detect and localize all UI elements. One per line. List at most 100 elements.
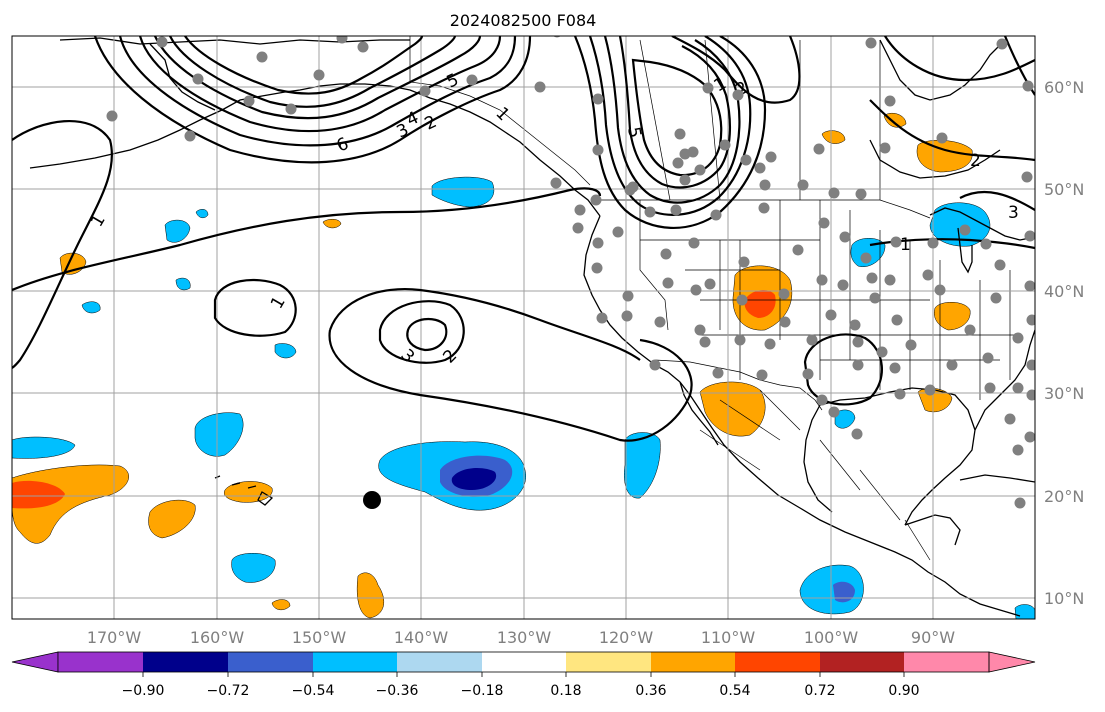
negative-anomaly-region	[1014, 604, 1035, 619]
observation-dot	[891, 314, 903, 326]
observation-dot	[719, 139, 731, 151]
positive-anomaly-region	[224, 481, 273, 503]
observation-dot	[679, 174, 691, 186]
observation-dot	[984, 382, 996, 394]
colorbar-segment	[313, 652, 397, 672]
colorbar: −0.90 −0.72 −0.54 −0.36 −0.18 0.18 0.36 …	[11, 651, 1036, 699]
mexico-gulf-coast	[803, 404, 833, 513]
observation-dot	[964, 324, 976, 336]
observation-dot	[980, 238, 992, 250]
lon-label-170w: 170°W	[87, 628, 142, 647]
lat-label-30n: 30°N	[1044, 384, 1084, 403]
observation-dot	[1021, 171, 1033, 183]
observation-dot	[1024, 431, 1035, 443]
observation-dot	[591, 262, 603, 274]
observation-dot	[243, 95, 255, 107]
observation-dots	[106, 36, 1035, 509]
observation-dot	[702, 82, 714, 94]
observation-dot	[778, 288, 790, 300]
lon-label-100w: 100°W	[804, 628, 859, 647]
observation-dot	[699, 336, 711, 348]
positive-anomaly-region	[699, 381, 766, 437]
observation-dot	[649, 359, 661, 371]
observation-dot	[710, 209, 722, 221]
observation-dot	[876, 346, 888, 358]
negative-anomaly-region	[231, 553, 276, 583]
contour-line	[138, 36, 502, 133]
negative-anomaly-region	[12, 436, 76, 459]
lon-label-90w: 90°W	[911, 628, 955, 647]
contour-line	[618, 36, 732, 189]
observation-dot	[592, 237, 604, 249]
observation-dot	[816, 274, 828, 286]
contour-line	[169, 36, 457, 108]
negative-anomaly-region	[850, 238, 886, 268]
observation-dot	[828, 187, 840, 199]
observation-dot	[670, 204, 682, 216]
observation-dot	[660, 248, 672, 260]
negative-anomaly-region	[81, 301, 101, 314]
observation-dot	[818, 217, 830, 229]
observation-dot	[994, 259, 1006, 271]
yucatan-coastline	[904, 514, 961, 546]
colorbar-tick-label: −0.18	[461, 683, 504, 699]
observation-dot	[890, 236, 902, 248]
contour-line	[803, 333, 884, 406]
lon-label-110w: 110°W	[701, 628, 756, 647]
map-frame	[11, 35, 1036, 620]
negative-anomaly-region	[799, 564, 864, 615]
mexico-state-borders	[699, 389, 931, 561]
observation-dot	[1022, 80, 1034, 92]
colorbar-tick-label: −0.36	[376, 683, 419, 699]
observation-dot	[855, 188, 867, 200]
negative-anomaly-region	[164, 219, 191, 243]
observation-dot	[959, 224, 971, 236]
observation-dot	[806, 334, 818, 346]
contour-line	[631, 58, 723, 177]
contour-line	[12, 120, 114, 369]
lon-label-130w: 130°W	[497, 628, 552, 647]
graticule	[12, 36, 1035, 619]
observation-dot	[534, 81, 546, 93]
lat-label-50n: 50°N	[1044, 180, 1084, 199]
observation-dot	[852, 336, 864, 348]
observation-dot	[622, 290, 634, 302]
observation-dot	[662, 277, 674, 289]
province-border	[639, 39, 881, 201]
colorbar-segment	[482, 652, 566, 672]
colorbar-tick-label: −0.54	[292, 683, 335, 699]
observation-dot	[612, 226, 624, 238]
hudson-bay-coastline	[879, 39, 1001, 101]
observation-dot	[1026, 314, 1035, 326]
observation-dot	[758, 202, 770, 214]
observation-dot	[550, 177, 562, 189]
observation-dot	[285, 103, 297, 115]
colorbar-segment	[58, 652, 143, 672]
contour-layer	[12, 36, 1035, 442]
negative-anomaly-max	[451, 468, 497, 490]
observation-dot	[738, 256, 750, 268]
observation-dot	[849, 319, 861, 331]
observation-dot	[894, 388, 906, 400]
negative-anomaly-core	[833, 581, 855, 603]
observation-dot	[694, 164, 706, 176]
observation-dot	[865, 37, 877, 49]
contour-label: 2	[970, 151, 981, 171]
colorbar-segment	[735, 652, 820, 672]
observation-dot	[336, 36, 348, 44]
observation-dot	[922, 269, 934, 281]
observation-dot	[106, 110, 118, 122]
positive-anomaly-region	[934, 302, 971, 331]
contour-line	[93, 36, 532, 164]
observation-dot	[754, 162, 766, 174]
observation-dot	[1024, 280, 1035, 292]
observation-dot	[644, 206, 656, 218]
observation-dot	[869, 292, 881, 304]
observation-dot	[624, 184, 636, 196]
contour-label: 5	[623, 125, 645, 139]
lat-label-40n: 40°N	[1044, 282, 1084, 301]
negative-anomaly-region	[431, 176, 495, 208]
observation-dot	[654, 316, 666, 328]
negative-anomaly-region	[194, 412, 244, 457]
positive-anomaly-region	[821, 130, 846, 144]
